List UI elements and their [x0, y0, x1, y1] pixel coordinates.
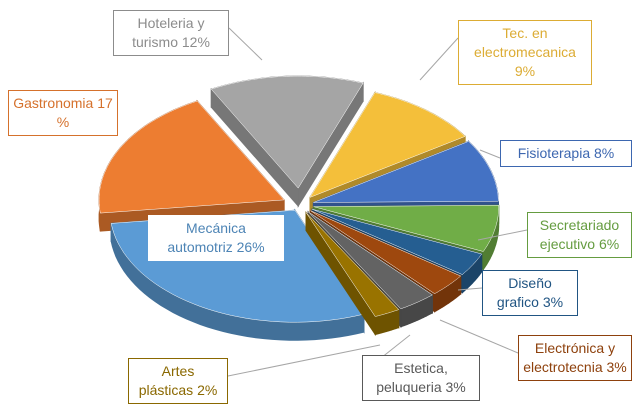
slice-top [308, 211, 433, 310]
leader-line [227, 344, 381, 377]
category-label: Mecánica automotriz [167, 220, 246, 255]
slice-top [98, 100, 285, 214]
leader-line [439, 319, 519, 354]
data-label: Estetica, peluqueria 3% [362, 355, 480, 401]
value-label: 8% [594, 145, 615, 161]
slice-top [312, 208, 483, 275]
slice-top [310, 210, 462, 294]
value-label: 6% [598, 236, 620, 252]
leader-line [419, 37, 459, 81]
slice-top [305, 212, 400, 317]
data-label: Fisioterapia 8% [500, 140, 632, 167]
category-label: Secretariado ejecutivo [539, 217, 620, 252]
slice-top [210, 75, 364, 189]
leader-line [457, 287, 483, 291]
category-label: Gastronomia [13, 95, 94, 111]
data-label: Diseño grafico 3% [482, 270, 578, 316]
slice-top [313, 205, 499, 252]
data-label: Secretariado ejecutivo 6% [527, 212, 632, 258]
category-label: Artes plásticas [138, 363, 195, 398]
category-label: Diseño grafico [496, 275, 552, 310]
slice-top [313, 141, 499, 203]
data-label: Gastronomia 17 % [8, 90, 118, 136]
value-label: 3% [445, 379, 466, 395]
value-label: 2% [197, 382, 218, 398]
category-label: Tec. en electromecanica [474, 25, 576, 60]
leader-line [477, 229, 528, 241]
value-label: 17 % [56, 95, 113, 130]
category-label: Electrónica y electrotecnia [523, 340, 616, 375]
slice [305, 210, 400, 337]
data-label: Mecánica automotriz 26% [148, 215, 284, 261]
category-label: Fisioterapia [517, 145, 591, 161]
data-label: Tec. en electromecanica 9% [458, 20, 592, 85]
value-label: 3% [606, 359, 627, 375]
leader-line [228, 27, 263, 61]
data-label: Artes plásticas 2% [128, 358, 228, 404]
category-label: Hoteleria y turismo [132, 15, 205, 50]
leader-line [479, 149, 501, 159]
value-label: 26% [236, 239, 265, 255]
value-label: 9% [514, 63, 536, 79]
value-label: 3% [542, 294, 564, 310]
data-label: Electrónica y electrotecnia 3% [518, 335, 632, 381]
value-label: 12% [181, 34, 210, 50]
slice [210, 75, 364, 208]
slice-top [309, 92, 466, 198]
category-label: Estetica, peluqueria [376, 360, 448, 395]
data-label: Hoteleria y turismo 12% [113, 10, 229, 56]
